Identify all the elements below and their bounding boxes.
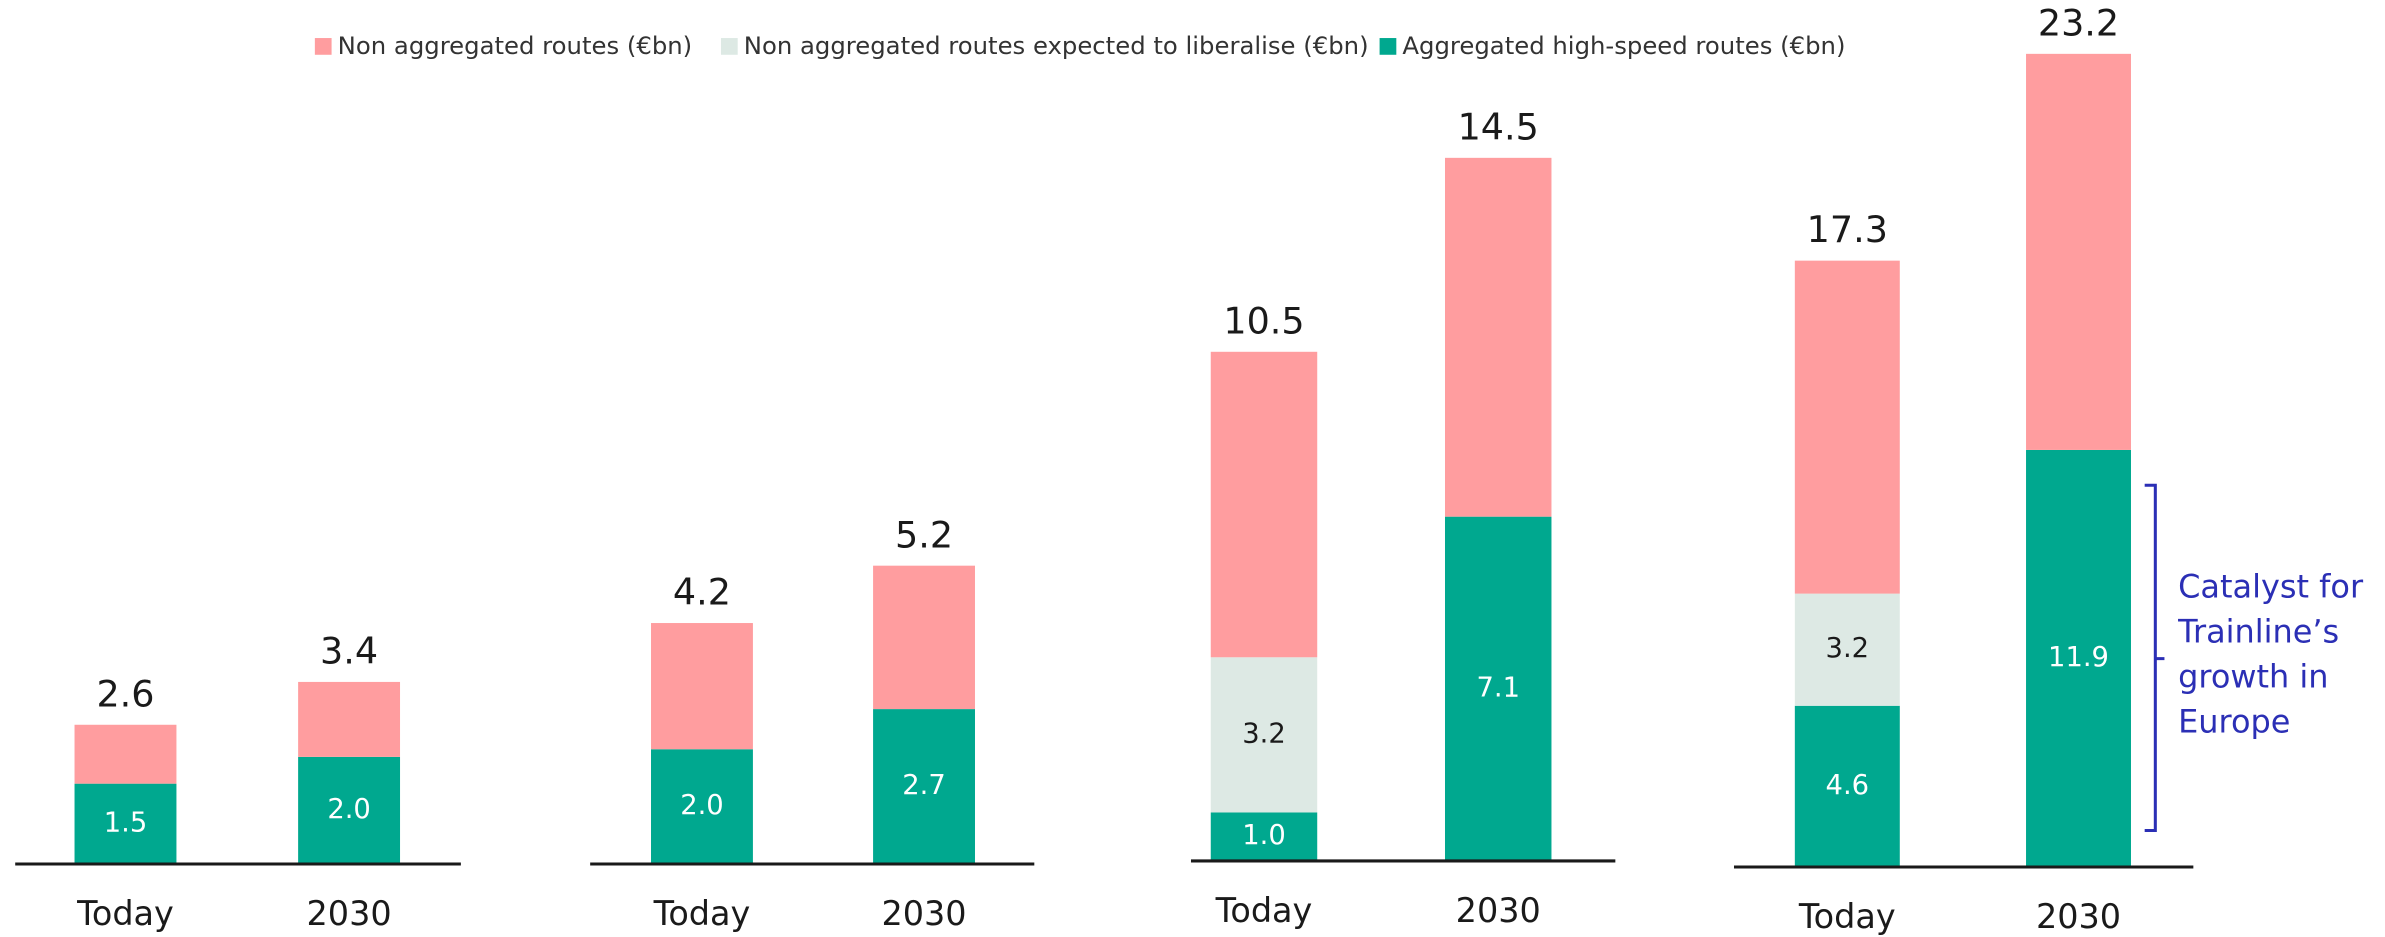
bar-segment: [74, 724, 177, 784]
bar-value-label: 2.7: [902, 770, 946, 801]
annotation-bracket: [2144, 483, 2165, 833]
total-label: 5.2: [895, 513, 953, 556]
bar-segment: [873, 709, 975, 864]
total-label: 14.5: [1458, 105, 1539, 148]
annotation-line: growth in: [2178, 657, 2328, 695]
total-label: 4.2: [673, 571, 731, 614]
annotation-line: Trainline’s: [2177, 613, 2339, 651]
legend-label: Non aggregated routes expected to libera…: [744, 31, 1369, 60]
annotation-line: Catalyst for: [2178, 568, 2364, 606]
annotation-line: Europe: [2178, 702, 2290, 740]
total-label: 3.4: [320, 630, 378, 673]
bar-segment: [651, 749, 753, 864]
x-tick-label: Today: [76, 894, 174, 933]
x-tick-label: Today: [653, 894, 751, 933]
legend-label: Non aggregated routes (€bn): [338, 31, 693, 60]
bar-segment: [298, 681, 401, 757]
legend-swatch: [720, 38, 738, 55]
bar-segment: [1210, 812, 1318, 861]
total-label: 2.6: [96, 672, 154, 715]
total-label: 17.3: [1807, 208, 1888, 251]
bar-segment: [1444, 157, 1552, 517]
bar-segment: [74, 783, 177, 864]
bar-value-label: 3.2: [1242, 718, 1286, 749]
bar-segment: [1210, 351, 1318, 658]
bar-value-label: 2.0: [680, 790, 724, 821]
bar-segment: [651, 623, 753, 750]
bar-segment: [873, 565, 975, 710]
bar-segment: [1794, 260, 1900, 594]
x-tick-label: 2030: [881, 894, 966, 933]
bar-segment: [1794, 593, 1900, 706]
bar-segment: [2026, 53, 2131, 450]
bar-segment: [1210, 657, 1318, 813]
bar-segment: [2026, 449, 2131, 868]
legend-label: Aggregated high-speed routes (€bn): [1402, 31, 1845, 60]
x-tick-label: Today: [1215, 891, 1313, 930]
x-tick-label: 2030: [307, 894, 392, 933]
bar-segment: [298, 756, 401, 864]
total-label: 10.5: [1223, 299, 1304, 342]
bar-value-label: 11.9: [2048, 642, 2109, 673]
x-tick-label: 2030: [1456, 891, 1541, 930]
bar-value-label: 1.5: [104, 807, 148, 838]
bar-value-label: 3.2: [1826, 633, 1870, 664]
x-tick-label: Today: [1798, 897, 1896, 936]
legend-swatch: [1379, 38, 1397, 55]
x-tick-label: 2030: [2036, 897, 2121, 936]
bar-value-label: 1.0: [1242, 820, 1286, 851]
bar-value-label: 2.0: [327, 794, 371, 825]
bar-segment: [1444, 516, 1552, 861]
bar-segment: [1794, 705, 1900, 868]
legend-swatch: [314, 38, 332, 55]
bar-value-label: 7.1: [1476, 672, 1520, 703]
bar-value-label: 4.6: [1826, 770, 1870, 801]
total-label: 23.2: [2038, 1, 2119, 44]
